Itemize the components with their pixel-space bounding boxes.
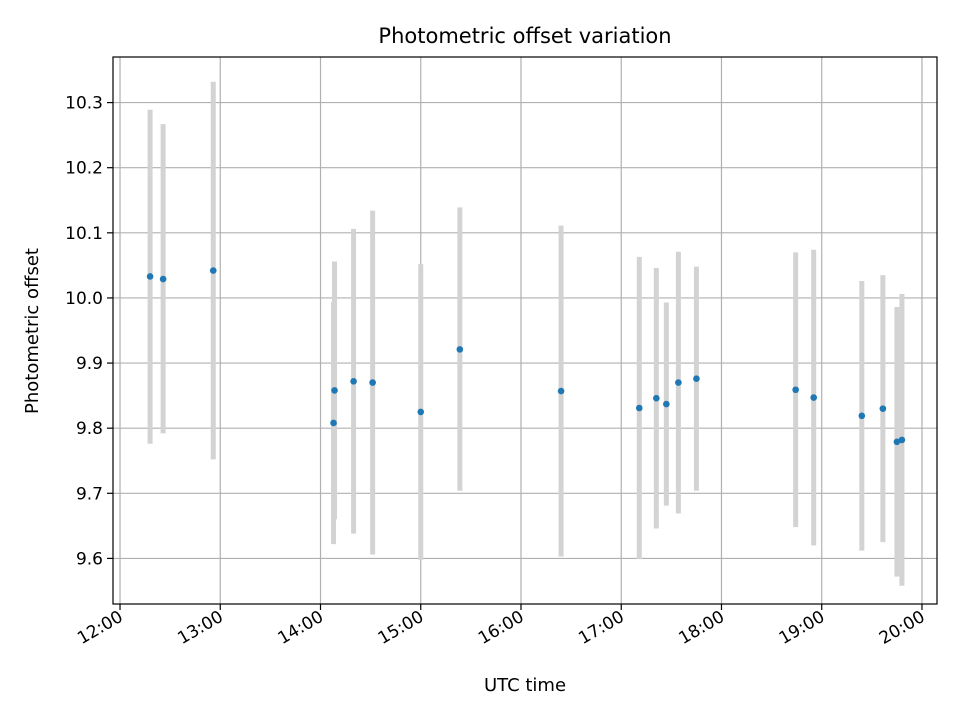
y-tick-label: 9.7 [76,484,103,504]
data-point [159,275,167,283]
data-point [653,394,660,402]
data-point [858,412,866,420]
data-point [369,379,376,386]
data-point [898,436,906,444]
data-point [879,405,887,412]
data-point [146,273,154,280]
y-tick-label: 9.9 [76,354,103,374]
data-point [693,375,700,382]
data-point [675,379,682,386]
data-point [635,404,643,412]
y-tick-label: 9.8 [76,419,103,439]
grid-layer [113,57,937,604]
data-point [663,400,670,408]
data-point [456,346,464,353]
plot-frame [112,56,938,605]
y-tick-label: 10.2 [65,159,103,179]
data-point [810,394,818,401]
y-tick-label: 10.0 [65,289,103,309]
y-axis-label: Photometric offset [22,248,43,414]
data-point [893,438,901,446]
data-point [417,408,425,416]
point-layer [146,267,906,446]
y-axis: 9.6 9.7 9.8 9.9 10.0 10.1 10.2 10.3 [65,94,113,569]
chart-title: Photometric offset variation [378,24,671,48]
data-point [209,267,217,274]
data-point [330,419,337,427]
data-point [350,377,357,385]
y-tick-label: 10.3 [65,94,103,114]
data-point [331,387,338,394]
data-point [557,387,565,395]
data-point [792,386,799,394]
y-tick-label: 10.1 [65,224,103,244]
y-tick-label: 9.6 [76,549,103,569]
x-axis-label: UTC time [484,675,566,696]
